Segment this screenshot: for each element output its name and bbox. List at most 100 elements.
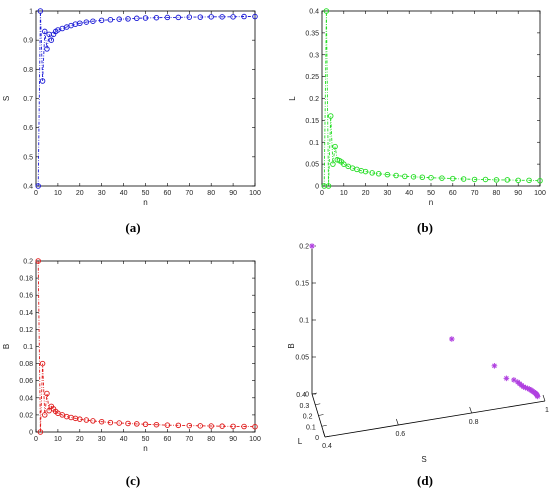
- data-point: [142, 421, 149, 428]
- x-tick-label: 0: [34, 190, 38, 197]
- l-tick-label: 0: [315, 435, 319, 442]
- data-point: [107, 419, 114, 426]
- x-tick-label: 60: [449, 190, 457, 197]
- data-point: [39, 360, 46, 367]
- data-point: [515, 177, 521, 184]
- x-tick-label: 30: [384, 190, 392, 197]
- data-point: [208, 14, 214, 20]
- x-axis-label: n: [429, 198, 433, 207]
- data-point: [230, 423, 236, 430]
- x-tick-label: 40: [120, 190, 128, 197]
- l-tick-label: 0.3: [300, 403, 310, 410]
- data-point: [327, 113, 334, 119]
- data-point: [35, 258, 41, 264]
- x-tick-label: 20: [76, 436, 84, 443]
- y-tick-label: 0.9: [23, 38, 33, 45]
- data-point: [208, 423, 214, 429]
- y-tick-label: 0.25: [305, 74, 319, 81]
- y-tick-label: 1: [29, 9, 33, 16]
- x-tick-label: 10: [340, 190, 348, 197]
- data-point: [503, 375, 510, 382]
- y-tick-label: 0.12: [19, 327, 33, 334]
- b-tick-label: 0: [305, 392, 309, 399]
- x-tick-label: 50: [142, 436, 150, 443]
- data-point: [44, 46, 50, 52]
- y-tick-label: 0.2: [23, 259, 33, 266]
- panel-caption: (a): [125, 220, 140, 235]
- x-tick-label: 90: [514, 190, 522, 197]
- data-point: [419, 174, 426, 180]
- data-point: [186, 422, 193, 429]
- y-tick-label: 0.08: [19, 361, 33, 368]
- x-tick-label: 30: [98, 190, 106, 197]
- data-point: [90, 18, 96, 24]
- data-point: [362, 168, 369, 175]
- data-point: [133, 15, 140, 22]
- b-tick-label: 0.2: [299, 244, 309, 251]
- data-point: [42, 28, 48, 35]
- panel-caption: (b): [417, 220, 433, 235]
- data-point: [504, 177, 511, 183]
- data-point: [197, 423, 203, 429]
- data-point: [37, 429, 44, 435]
- data-point: [230, 14, 236, 20]
- y-tick-label: 0.3: [309, 52, 319, 59]
- plot-frame: [35, 10, 256, 187]
- data-point: [241, 423, 247, 430]
- chart-panel-1: 0 10 20 30 40 50 60 70 80 90 100 0.4 0.5 0.6 0.7 0.8 0.9…: [2, 8, 261, 235]
- data-point: [526, 177, 532, 184]
- y-axis-label: L: [288, 96, 297, 101]
- s-tick-mark: [322, 430, 326, 438]
- series-line: [37, 260, 256, 433]
- y-tick-label: 0.04: [19, 395, 33, 402]
- data-point: [428, 174, 434, 181]
- chart-panel-2: 0 10 20 30 40 50 60 70 80 90 100 0 0.05 0.1 0.15 0.2 0.2…: [288, 8, 546, 235]
- data-point: [90, 418, 96, 424]
- b-tick-label: 0.15: [295, 281, 309, 288]
- y-tick-label: 0.6: [23, 125, 33, 132]
- x-tick-label: 80: [207, 190, 215, 197]
- y-tick-label: 0.05: [305, 162, 319, 169]
- data-point: [125, 16, 131, 22]
- data-point: [471, 176, 478, 183]
- plot-frame: [35, 260, 256, 433]
- chart-panel-3: 0 10 20 30 40 50 60 70 80 90 100 0 0.02 0.04 0.06 0.08 0…: [2, 258, 261, 488]
- panel-caption: (c): [126, 473, 140, 488]
- l-tick-mark: [318, 414, 324, 416]
- data-point: [186, 14, 193, 20]
- x-tick-label: 0: [34, 436, 38, 443]
- y-tick-label: 0.4: [309, 9, 319, 16]
- data-point: [175, 14, 182, 21]
- x-tick-label: 20: [76, 190, 84, 197]
- s-tick-mark: [396, 418, 399, 426]
- y-tick-label: 0.16: [19, 293, 33, 300]
- y-tick-label: 0.2: [309, 96, 319, 103]
- data-point: [153, 14, 160, 21]
- data-point: [537, 177, 543, 184]
- data-point: [252, 423, 258, 430]
- panel-caption: (d): [417, 473, 433, 488]
- x-tick-label: 10: [54, 190, 62, 197]
- data-point: [393, 172, 399, 179]
- y-tick-label: 0.1: [309, 140, 319, 147]
- data-point: [450, 175, 456, 182]
- data-point: [35, 183, 41, 189]
- x-tick-label: 10: [54, 436, 62, 443]
- data-point: [493, 177, 500, 183]
- data-point: [439, 175, 445, 181]
- y-tick-label: 0.15: [305, 118, 319, 125]
- x-tick-label: 50: [427, 190, 435, 197]
- l-tick-label: 0.1: [306, 424, 316, 431]
- x-tick-label: 100: [249, 190, 261, 197]
- data-point: [83, 417, 90, 423]
- y-tick-label: 0.02: [19, 412, 33, 419]
- data-point: [133, 421, 140, 427]
- l-tick-mark: [315, 403, 321, 406]
- data-point: [410, 174, 417, 180]
- b-axis-label: B: [287, 343, 296, 348]
- y-tick-label: 0.4: [23, 184, 33, 191]
- b-tick-label: 0.05: [295, 355, 309, 362]
- s-tick-label: 0.4: [322, 443, 332, 450]
- data-point: [37, 8, 44, 14]
- data-point: [332, 143, 338, 150]
